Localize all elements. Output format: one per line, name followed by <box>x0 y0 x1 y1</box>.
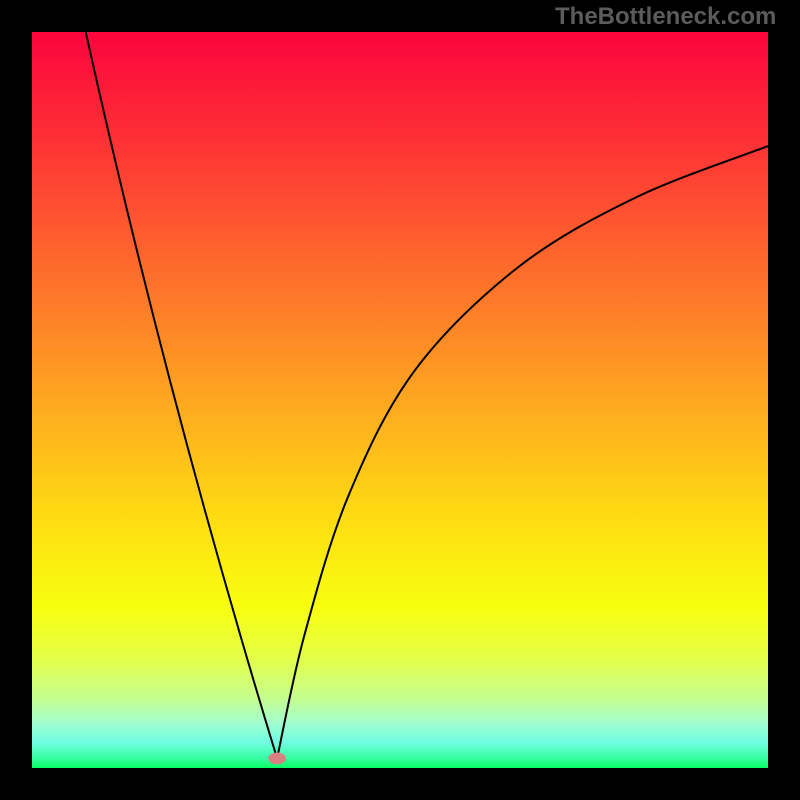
plot-area <box>32 32 768 768</box>
watermark-text: TheBottleneck.com <box>555 3 776 31</box>
chart-svg <box>32 32 768 768</box>
minimum-marker <box>268 753 286 765</box>
right-branch <box>277 146 768 758</box>
left-branch <box>86 32 277 758</box>
